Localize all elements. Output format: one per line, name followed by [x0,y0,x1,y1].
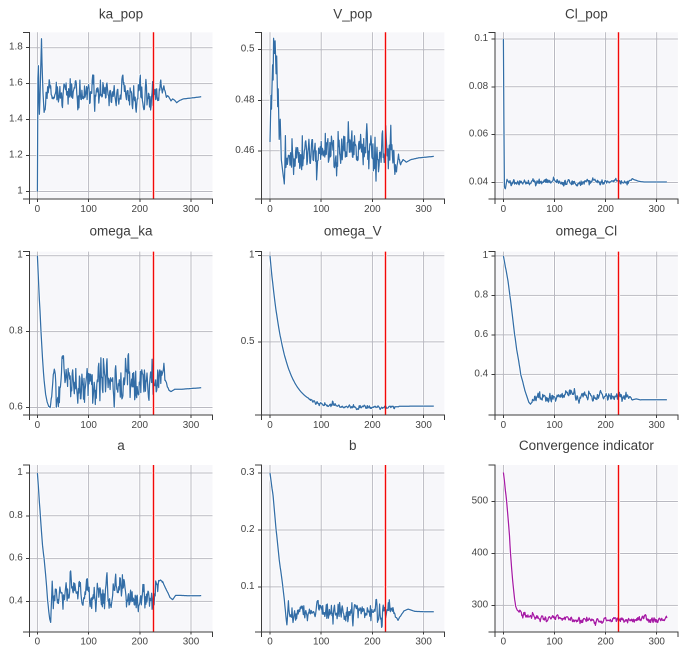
svg-text:300: 300 [415,420,432,431]
svg-text:omega_ka: omega_ka [89,224,153,239]
svg-text:b: b [349,438,357,453]
svg-text:0: 0 [267,204,273,215]
svg-text:0.6: 0.6 [9,553,23,564]
svg-text:100: 100 [313,420,330,431]
svg-text:0.5: 0.5 [241,44,255,55]
svg-text:200: 200 [364,420,381,431]
svg-text:1: 1 [17,467,23,478]
svg-text:0: 0 [35,420,41,431]
svg-text:100: 100 [80,637,97,648]
svg-text:0.6: 0.6 [474,329,488,340]
svg-text:500: 500 [472,496,489,507]
svg-text:0: 0 [35,637,41,648]
svg-text:V_pop: V_pop [333,7,372,22]
svg-text:1.2: 1.2 [9,150,23,161]
svg-text:200: 200 [597,204,614,215]
svg-text:omega_V: omega_V [324,224,382,239]
svg-text:0.4: 0.4 [9,595,23,606]
svg-text:0.5: 0.5 [241,336,255,347]
svg-text:1.8: 1.8 [9,42,23,53]
svg-text:0.1: 0.1 [241,581,255,592]
svg-text:ka_pop: ka_pop [99,7,143,22]
svg-text:300: 300 [183,420,200,431]
svg-text:0.8: 0.8 [474,289,488,300]
svg-text:0: 0 [501,204,507,215]
svg-text:0.3: 0.3 [241,467,255,478]
svg-text:0.08: 0.08 [469,81,489,92]
svg-text:300: 300 [648,420,665,431]
svg-text:400: 400 [472,548,489,559]
svg-text:0.8: 0.8 [9,326,23,337]
svg-text:0.48: 0.48 [235,94,255,105]
svg-text:1.6: 1.6 [9,78,23,89]
svg-text:300: 300 [415,204,432,215]
svg-text:a: a [117,438,125,453]
svg-text:0.46: 0.46 [235,145,255,156]
svg-text:1.4: 1.4 [9,114,23,125]
svg-text:0.2: 0.2 [241,524,255,535]
svg-text:0: 0 [267,637,273,648]
svg-text:0.4: 0.4 [474,368,488,379]
svg-text:300: 300 [648,637,665,648]
svg-text:200: 200 [597,420,614,431]
svg-text:200: 200 [132,204,149,215]
svg-text:0.06: 0.06 [469,129,489,140]
svg-text:1: 1 [483,250,489,261]
svg-text:1: 1 [17,186,23,197]
svg-text:omega_Cl: omega_Cl [556,224,618,239]
svg-text:0: 0 [501,637,507,648]
svg-text:300: 300 [415,637,432,648]
svg-text:300: 300 [472,599,489,610]
svg-text:300: 300 [183,204,200,215]
svg-text:0: 0 [35,204,41,215]
svg-text:Cl_pop: Cl_pop [565,7,608,22]
svg-text:100: 100 [546,420,563,431]
svg-text:1: 1 [17,250,23,261]
svg-text:0: 0 [267,420,273,431]
svg-text:0.6: 0.6 [9,402,23,413]
svg-text:0.8: 0.8 [9,510,23,521]
svg-text:1: 1 [249,250,255,261]
svg-text:200: 200 [364,204,381,215]
svg-text:200: 200 [364,637,381,648]
svg-text:0.04: 0.04 [469,177,489,188]
svg-text:Convergence indicator: Convergence indicator [519,438,655,453]
svg-text:100: 100 [313,637,330,648]
svg-text:200: 200 [132,420,149,431]
svg-text:100: 100 [80,420,97,431]
svg-text:200: 200 [132,637,149,648]
svg-text:100: 100 [546,204,563,215]
svg-text:0: 0 [501,420,507,431]
svg-text:100: 100 [80,204,97,215]
svg-text:200: 200 [597,637,614,648]
svg-text:0.1: 0.1 [474,33,488,44]
svg-text:300: 300 [183,637,200,648]
svg-text:100: 100 [546,637,563,648]
svg-text:100: 100 [313,204,330,215]
svg-text:300: 300 [648,204,665,215]
